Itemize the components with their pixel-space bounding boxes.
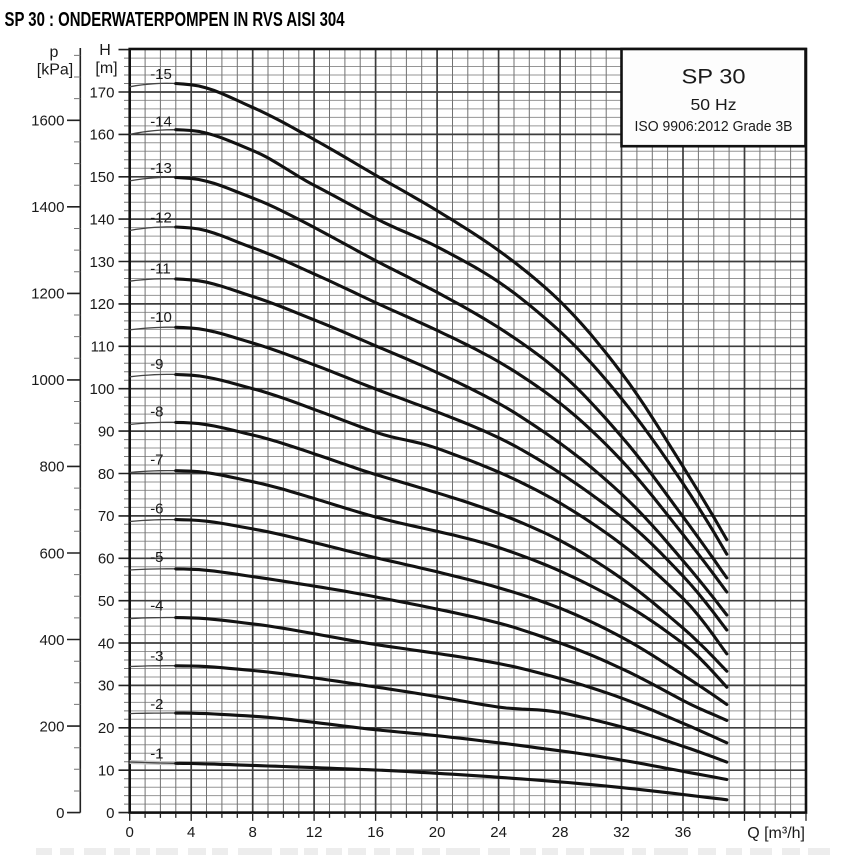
svg-text:4: 4 [187,824,195,841]
svg-text:40: 40 [98,635,115,652]
svg-text:-7: -7 [150,452,163,469]
svg-text:-4: -4 [150,598,163,615]
svg-text:1400: 1400 [31,199,64,216]
svg-text:12: 12 [306,824,323,841]
svg-text:110: 110 [91,339,115,356]
svg-text:24: 24 [490,824,507,841]
svg-text:70: 70 [98,508,115,525]
svg-text:0: 0 [126,824,134,841]
svg-text:H: H [99,42,111,59]
svg-text:-5: -5 [150,549,163,566]
svg-text:-10: -10 [150,309,172,326]
svg-text:1200: 1200 [31,286,64,303]
svg-text:16: 16 [367,824,384,841]
svg-text:p: p [50,44,59,61]
svg-text:10: 10 [98,763,115,780]
svg-text:0: 0 [106,805,114,822]
svg-text:32: 32 [613,824,630,841]
svg-text:-1: -1 [150,745,163,762]
svg-text:SP 30: SP 30 [682,66,746,89]
svg-text:30: 30 [98,678,115,695]
svg-text:[kPa]: [kPa] [37,62,73,79]
svg-text:130: 130 [89,254,114,271]
svg-text:SP 30 : ONDERWATERPOMPEN IN RV: SP 30 : ONDERWATERPOMPEN IN RVS AISI 304 [5,9,346,31]
svg-text:-13: -13 [150,160,172,177]
svg-text:-14: -14 [150,114,172,131]
svg-text:28: 28 [552,824,569,841]
svg-text:-12: -12 [150,210,172,227]
svg-text:100: 100 [89,381,114,398]
svg-text:ISO 9906:2012 Grade 3B: ISO 9906:2012 Grade 3B [635,118,793,135]
svg-text:8: 8 [249,824,257,841]
svg-text:-6: -6 [150,501,163,518]
svg-text:1000: 1000 [31,372,64,389]
svg-text:-9: -9 [150,356,163,373]
svg-text:-2: -2 [150,696,163,713]
svg-text:Q [m³/h]: Q [m³/h] [747,825,805,842]
svg-text:0: 0 [56,805,64,822]
svg-text:20: 20 [98,720,115,737]
svg-text:400: 400 [39,632,64,649]
svg-text:140: 140 [89,211,114,228]
svg-text:20: 20 [429,824,446,841]
svg-text:50 Hz: 50 Hz [691,97,737,114]
svg-text:36: 36 [675,824,692,841]
svg-text:600: 600 [39,545,64,562]
svg-text:120: 120 [89,296,114,313]
svg-text:200: 200 [39,718,64,735]
svg-text:60: 60 [98,551,115,568]
svg-text:80: 80 [98,466,115,483]
svg-text:170: 170 [89,84,114,101]
svg-text:[m]: [m] [95,60,117,77]
svg-text:150: 150 [89,169,114,186]
svg-text:90: 90 [98,423,115,440]
svg-text:-11: -11 [150,260,171,277]
svg-text:50: 50 [98,593,115,610]
svg-text:-8: -8 [150,404,163,421]
svg-text:1600: 1600 [31,113,64,130]
svg-text:800: 800 [39,459,64,476]
svg-text:-3: -3 [150,648,163,665]
svg-text:-15: -15 [150,66,172,83]
svg-text:160: 160 [89,127,114,144]
